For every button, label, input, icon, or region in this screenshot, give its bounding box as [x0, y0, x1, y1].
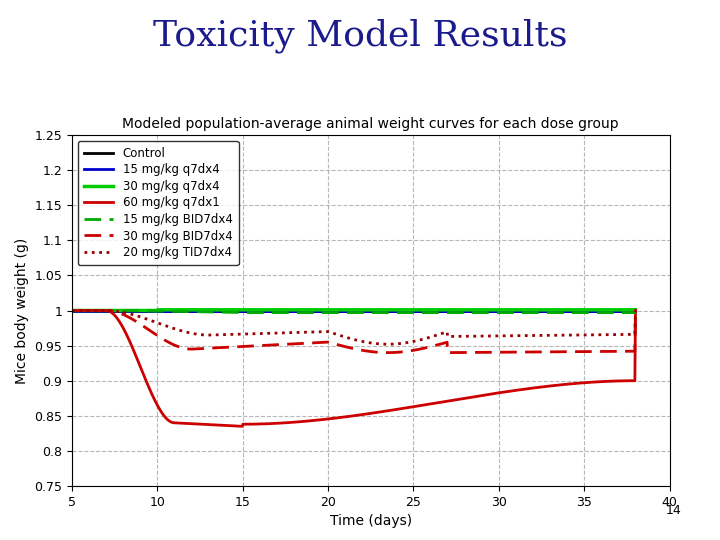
20 mg/kg TID7dx4: [455, 333, 464, 340]
20 mg/kg TID7dx4: [125, 310, 134, 317]
30 mg/kg BID7dx4: [518, 349, 526, 355]
30 mg/kg BID7dx4: [444, 349, 452, 356]
Control: [507, 307, 516, 314]
60 mg/kg q7dx1: [68, 307, 76, 314]
15 mg/kg BID7dx4: [296, 309, 305, 316]
60 mg/kg q7dx1: [238, 423, 247, 429]
30 mg/kg q7dx4: [518, 307, 526, 313]
20 mg/kg TID7dx4: [518, 333, 526, 339]
Control: [125, 307, 134, 314]
30 mg/kg BID7dx4: [508, 349, 516, 355]
30 mg/kg BID7dx4: [455, 349, 464, 356]
15 mg/kg q7dx4: [316, 307, 325, 314]
15 mg/kg q7dx4: [68, 307, 76, 314]
Y-axis label: Mice body weight (g): Mice body weight (g): [14, 238, 29, 383]
Control: [316, 307, 325, 314]
20 mg/kg TID7dx4: [631, 307, 640, 314]
Text: Toxicity Model Results: Toxicity Model Results: [153, 19, 567, 53]
30 mg/kg BID7dx4: [316, 339, 325, 346]
Legend: Control, 15 mg/kg q7dx4, 30 mg/kg q7dx4, 60 mg/kg q7dx1, 15 mg/kg BID7dx4, 30 mg: Control, 15 mg/kg q7dx4, 30 mg/kg q7dx4,…: [78, 141, 238, 265]
30 mg/kg BID7dx4: [295, 340, 304, 347]
20 mg/kg TID7dx4: [295, 329, 304, 336]
60 mg/kg q7dx1: [508, 388, 516, 394]
Title: Modeled population-average animal weight curves for each dose group: Modeled population-average animal weight…: [122, 117, 619, 131]
30 mg/kg q7dx4: [455, 307, 464, 313]
15 mg/kg BID7dx4: [316, 309, 325, 316]
60 mg/kg q7dx1: [296, 418, 305, 425]
Control: [631, 307, 640, 314]
20 mg/kg TID7dx4: [508, 333, 516, 339]
20 mg/kg TID7dx4: [384, 341, 392, 347]
Control: [517, 307, 526, 314]
60 mg/kg q7dx1: [631, 307, 640, 314]
15 mg/kg BID7dx4: [238, 309, 247, 316]
15 mg/kg q7dx4: [295, 307, 304, 314]
30 mg/kg BID7dx4: [68, 307, 76, 314]
60 mg/kg q7dx1: [125, 338, 134, 344]
15 mg/kg BID7dx4: [68, 307, 76, 314]
30 mg/kg q7dx4: [68, 307, 76, 314]
15 mg/kg q7dx4: [454, 307, 463, 314]
20 mg/kg TID7dx4: [316, 328, 325, 335]
Line: 60 mg/kg q7dx1: 60 mg/kg q7dx1: [72, 310, 636, 426]
Control: [295, 307, 304, 314]
Text: 14: 14: [665, 504, 681, 517]
X-axis label: Time (days): Time (days): [330, 514, 412, 528]
30 mg/kg q7dx4: [125, 307, 134, 314]
15 mg/kg BID7dx4: [125, 307, 134, 314]
15 mg/kg q7dx4: [125, 307, 134, 314]
Control: [68, 307, 76, 314]
30 mg/kg q7dx4: [508, 307, 516, 313]
15 mg/kg q7dx4: [631, 307, 640, 314]
30 mg/kg q7dx4: [631, 307, 640, 313]
15 mg/kg BID7dx4: [518, 309, 526, 316]
Line: 30 mg/kg BID7dx4: 30 mg/kg BID7dx4: [72, 310, 636, 353]
15 mg/kg q7dx4: [517, 307, 526, 314]
30 mg/kg q7dx4: [316, 307, 325, 313]
30 mg/kg BID7dx4: [631, 307, 640, 314]
15 mg/kg BID7dx4: [631, 309, 640, 316]
15 mg/kg q7dx4: [507, 307, 516, 314]
20 mg/kg TID7dx4: [68, 307, 76, 314]
60 mg/kg q7dx1: [518, 386, 526, 393]
15 mg/kg BID7dx4: [455, 309, 464, 316]
Line: 15 mg/kg BID7dx4: 15 mg/kg BID7dx4: [72, 310, 636, 313]
60 mg/kg q7dx1: [316, 416, 325, 423]
30 mg/kg BID7dx4: [125, 314, 134, 321]
30 mg/kg q7dx4: [296, 307, 305, 313]
Line: 20 mg/kg TID7dx4: 20 mg/kg TID7dx4: [72, 310, 636, 344]
15 mg/kg BID7dx4: [508, 309, 516, 316]
60 mg/kg q7dx1: [455, 396, 464, 402]
30 mg/kg q7dx4: [153, 307, 162, 313]
Control: [454, 307, 463, 314]
